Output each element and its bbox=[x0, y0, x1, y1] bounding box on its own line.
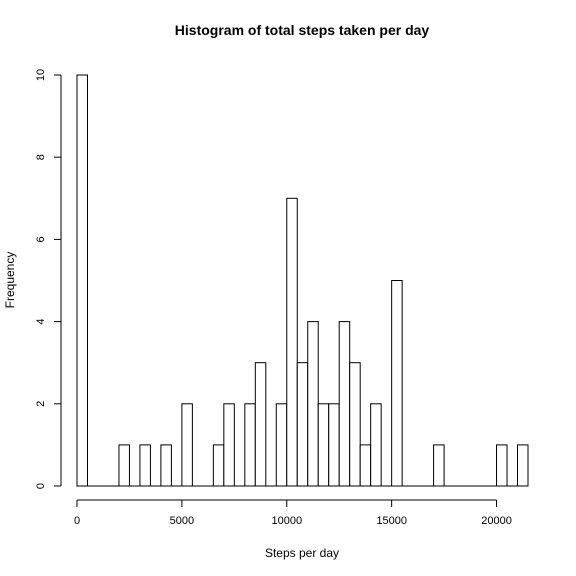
histogram-bar bbox=[223, 403, 235, 487]
histogram-bar bbox=[160, 444, 172, 487]
y-tick-label: 2 bbox=[35, 401, 47, 407]
y-tick-label: 8 bbox=[35, 154, 47, 160]
histogram-bar bbox=[359, 444, 372, 487]
histogram-bar bbox=[139, 444, 151, 487]
x-tick-label: 20000 bbox=[481, 515, 512, 527]
x-axis: 0 5000 10000 15000 20000 bbox=[74, 499, 512, 527]
histogram-bar bbox=[307, 321, 319, 487]
histogram-bar bbox=[328, 403, 340, 487]
histogram-bar bbox=[254, 362, 267, 487]
x-tick-label: 0 bbox=[74, 515, 80, 527]
histogram-bar bbox=[496, 444, 508, 487]
histogram-bar bbox=[391, 280, 403, 487]
y-axis-label: Frequency bbox=[3, 252, 17, 309]
histogram-bar bbox=[338, 321, 351, 487]
histogram-bar bbox=[296, 362, 309, 487]
x-tick-label: 10000 bbox=[271, 515, 302, 527]
x-tick-label: 5000 bbox=[170, 515, 194, 527]
histogram-bar bbox=[349, 362, 361, 487]
histogram-bar bbox=[181, 403, 193, 487]
histogram-bar bbox=[76, 74, 88, 487]
histogram-bar bbox=[370, 403, 382, 487]
x-axis-label: Steps per day bbox=[265, 546, 339, 560]
y-tick-label: 4 bbox=[35, 319, 47, 325]
histogram-bar bbox=[517, 444, 529, 487]
histogram-bar bbox=[118, 444, 130, 487]
histogram-bar bbox=[212, 444, 225, 487]
y-tick-label: 6 bbox=[35, 236, 47, 242]
y-axis: 0 2 4 6 8 10 bbox=[35, 69, 62, 489]
chart-title: Histogram of total steps taken per day bbox=[175, 22, 430, 38]
histogram-bar bbox=[275, 403, 288, 487]
y-tick-label: 10 bbox=[35, 69, 47, 81]
x-tick-label: 15000 bbox=[376, 515, 407, 527]
histogram-bar bbox=[433, 444, 445, 487]
y-tick-label: 0 bbox=[35, 483, 47, 489]
histogram-bar bbox=[244, 403, 256, 487]
histogram-bars bbox=[76, 74, 529, 487]
histogram-bar bbox=[286, 197, 298, 487]
histogram-bar bbox=[317, 403, 330, 487]
